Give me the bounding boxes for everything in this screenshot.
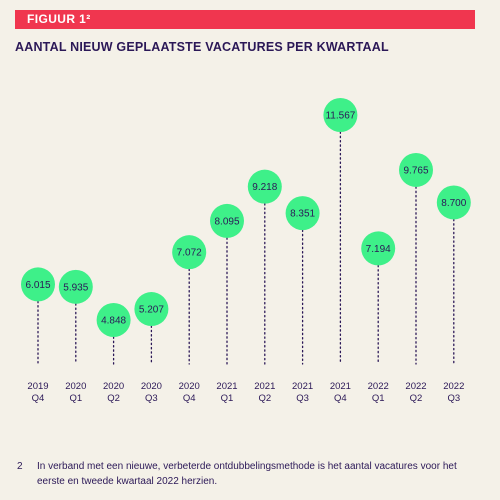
x-tick-year: 2022: [368, 381, 389, 392]
x-tick-quarter: Q1: [372, 393, 385, 404]
footnote-number: 2: [17, 461, 23, 472]
value-label: 11.567: [325, 111, 355, 122]
value-bubble: [361, 231, 396, 266]
value-label: 8.095: [214, 216, 239, 227]
value-label: 8.351: [290, 209, 315, 220]
x-tick-year: 2020: [141, 381, 162, 392]
figure-banner: FIGUUR 1²: [15, 10, 475, 29]
x-tick-year: 2019: [27, 381, 48, 392]
x-tick-year: 2021: [330, 381, 351, 392]
value-label: 7.072: [177, 248, 202, 259]
footnote-text: In verband met een nieuwe, verbeterde on…: [37, 461, 457, 487]
x-tick-quarter: Q2: [107, 393, 120, 404]
x-tick-year: 2022: [443, 381, 464, 392]
x-tick-year: 2020: [179, 381, 200, 392]
value-label: 9.765: [403, 165, 428, 176]
figure-label: FIGUUR 1²: [27, 12, 91, 26]
x-tick-quarter: Q3: [145, 393, 158, 404]
value-label: 6.015: [25, 280, 50, 291]
value-bubble: [21, 267, 55, 302]
x-tick-quarter: Q2: [258, 393, 271, 404]
x-tick-quarter: Q3: [447, 393, 460, 404]
x-tick-quarter: Q1: [221, 393, 234, 404]
x-tick-quarter: Q2: [410, 393, 423, 404]
x-tick-year: 2021: [254, 381, 275, 392]
chart-title: AANTAL NIEUW GEPLAATSTE VACATURES PER KW…: [15, 40, 389, 54]
value-bubble: [96, 303, 131, 337]
value-bubble: [247, 169, 282, 204]
x-tick-quarter: Q4: [32, 393, 45, 404]
value-bubble: [323, 98, 358, 132]
lollipop-chart: 6.0152019Q45.9352020Q14.8482020Q25.20720…: [21, 98, 471, 404]
value-bubble: [210, 203, 244, 238]
x-tick-year: 2022: [405, 381, 426, 392]
value-label: 9.218: [252, 182, 277, 193]
value-bubble: [58, 269, 93, 304]
value-label: 8.700: [441, 198, 466, 209]
x-tick-quarter: Q4: [183, 393, 196, 404]
x-tick-quarter: Q3: [296, 393, 309, 404]
value-label: 5.935: [63, 282, 88, 293]
x-tick-year: 2021: [216, 381, 237, 392]
value-label: 4.848: [101, 316, 126, 327]
value-bubble: [134, 292, 169, 327]
x-tick-quarter: Q1: [69, 393, 82, 404]
value-bubble: [172, 235, 207, 270]
x-tick-year: 2020: [65, 381, 86, 392]
value-bubble: [436, 185, 471, 220]
value-label: 7.194: [366, 244, 391, 255]
x-tick-year: 2021: [292, 381, 313, 392]
value-label: 5.207: [139, 305, 164, 316]
value-bubble: [285, 196, 320, 231]
x-tick-year: 2020: [103, 381, 124, 392]
value-bubble: [399, 152, 433, 187]
x-tick-quarter: Q4: [334, 393, 347, 404]
